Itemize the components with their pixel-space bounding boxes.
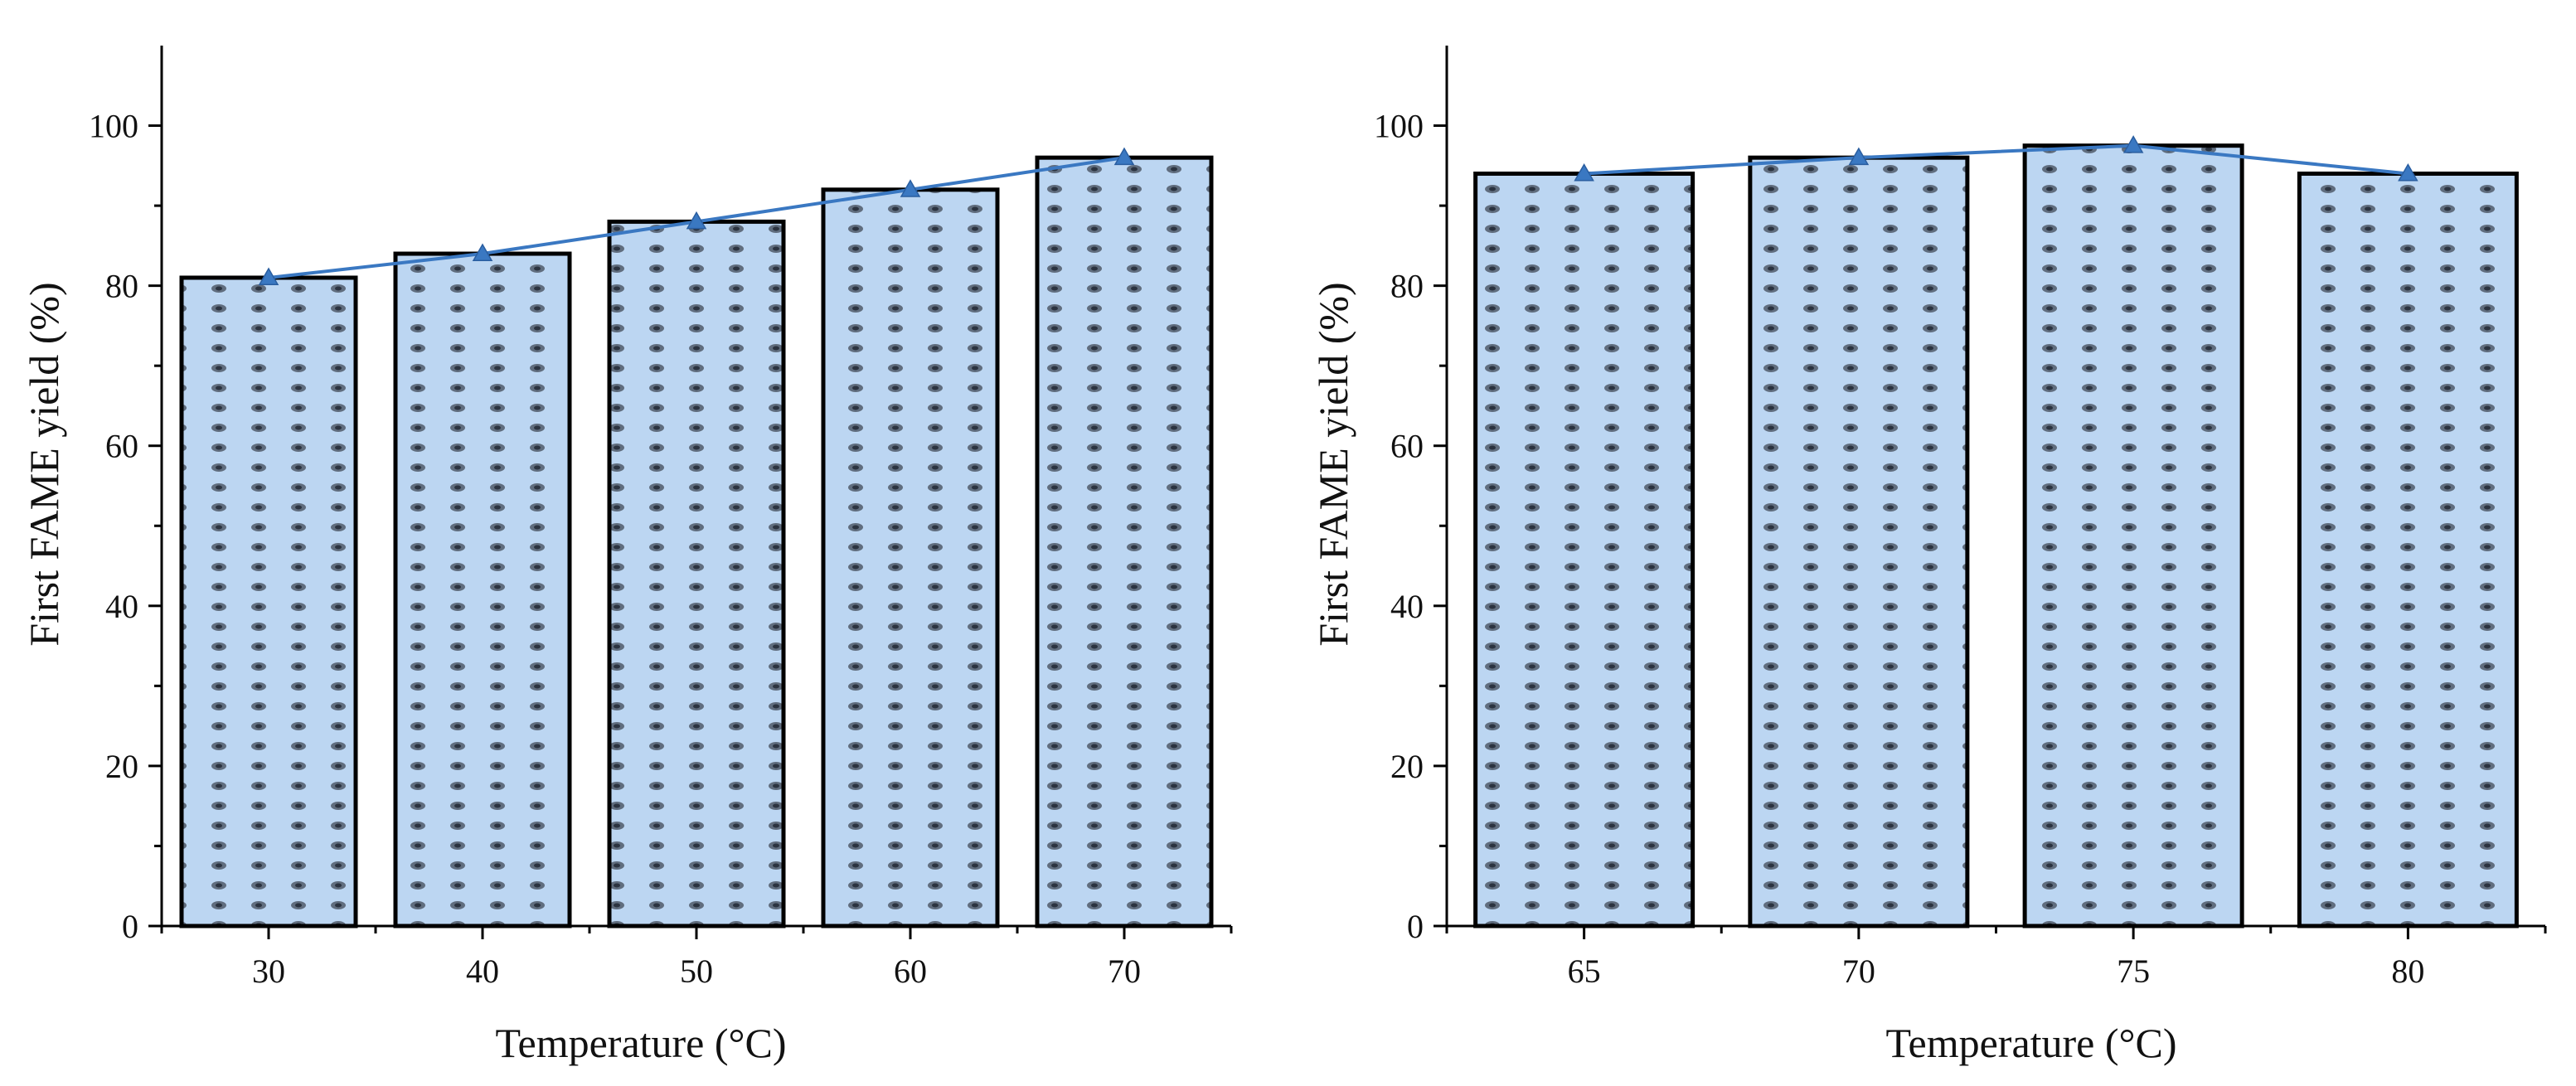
y-tick-label: 80: [105, 268, 138, 305]
x-tick-label: 40: [466, 953, 499, 990]
bar: [2297, 171, 2519, 928]
bar: [1473, 171, 1696, 928]
triangle-marker: [686, 211, 707, 230]
bar: [2022, 143, 2244, 928]
chart-right: First FAME yield (%) Temperature (°C) 0 2…: [1310, 46, 2547, 1066]
x-tick-label: 80: [2391, 953, 2424, 990]
x-tick-label: 75: [2117, 953, 2150, 990]
bar: [821, 187, 1000, 928]
x-tick-label: 60: [894, 953, 927, 990]
triangle-marker: [1113, 147, 1135, 166]
bar: [393, 251, 572, 928]
chart-left: First FAME yield (%) Temperature (°C) 0 2…: [21, 46, 1233, 1066]
x-axis-title-right: Temperature (°C): [1885, 1020, 2176, 1066]
y-tick-label: 100: [1374, 108, 1424, 145]
y-tick-label: 40: [1390, 588, 1424, 625]
triangle-marker: [1848, 147, 1870, 166]
bar: [607, 219, 786, 928]
bar: [1748, 155, 1970, 928]
x-axis-title-left: Temperature (°C): [495, 1020, 786, 1066]
y-tick-label: 40: [105, 588, 138, 625]
x-tick-label: 50: [680, 953, 713, 990]
y-tick-label: 0: [1407, 908, 1424, 945]
triangle-marker: [472, 243, 493, 262]
bar: [1035, 155, 1214, 928]
triangle-marker: [2398, 162, 2418, 182]
x-tick-label: 70: [1842, 953, 1875, 990]
triangle-marker: [2122, 135, 2144, 153]
y-axis-title-right: First FAME yield (%): [1310, 282, 1356, 646]
triangle-marker: [1574, 162, 1594, 182]
x-tick-label: 30: [252, 953, 285, 990]
y-axis-title-left: First FAME yield (%): [21, 282, 67, 646]
triangle-marker: [258, 267, 279, 285]
y-tick-label: 80: [1390, 268, 1424, 305]
bar: [179, 275, 358, 928]
x-tick-label: 65: [1568, 953, 1601, 990]
x-tick-label: 70: [1108, 953, 1141, 990]
y-tick-label: 60: [105, 428, 138, 465]
y-tick-label: 100: [89, 108, 138, 145]
y-tick-label: 0: [122, 908, 138, 945]
y-tick-label: 20: [1390, 748, 1424, 785]
y-tick-label: 60: [1390, 428, 1424, 465]
y-tick-label: 20: [105, 748, 138, 785]
triangle-marker: [900, 179, 921, 197]
series-line: [1584, 143, 2409, 176]
